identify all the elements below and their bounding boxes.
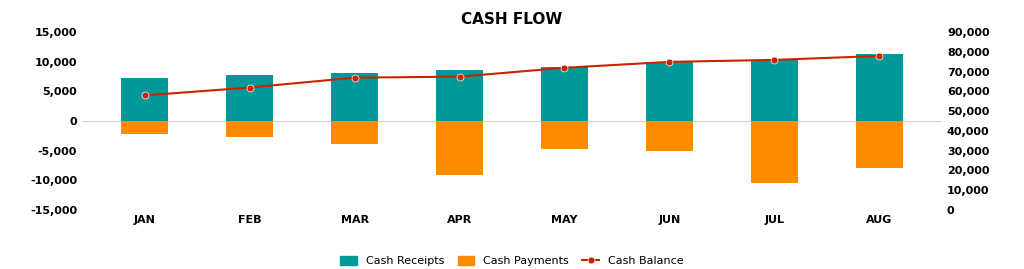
Bar <box>855 54 903 121</box>
Bar <box>121 121 169 134</box>
Bar <box>331 73 378 121</box>
Bar <box>751 59 798 121</box>
Bar <box>855 121 903 168</box>
Bar <box>646 121 693 151</box>
Bar <box>436 70 483 121</box>
Bar <box>121 79 169 121</box>
Bar <box>226 121 273 137</box>
Bar <box>541 67 588 121</box>
Bar <box>646 62 693 121</box>
Bar <box>541 121 588 150</box>
Bar <box>331 121 378 144</box>
Bar <box>226 76 273 121</box>
Bar <box>436 121 483 175</box>
Bar <box>751 121 798 183</box>
Title: CASH FLOW: CASH FLOW <box>462 12 562 27</box>
Legend: Cash Receipts, Cash Payments, Cash Balance: Cash Receipts, Cash Payments, Cash Balan… <box>340 256 684 266</box>
